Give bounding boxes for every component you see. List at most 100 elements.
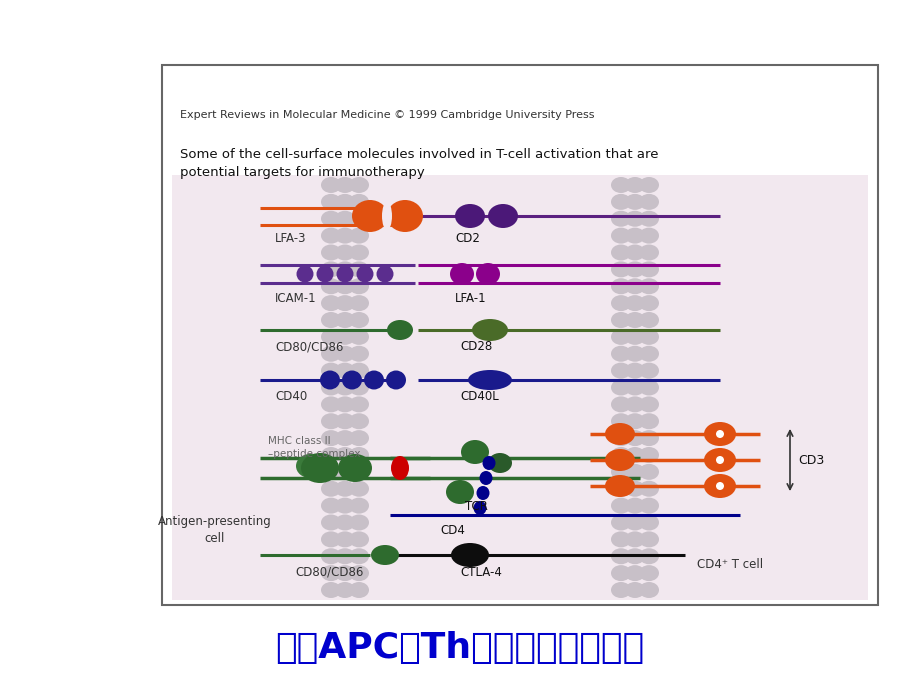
Ellipse shape [296,266,313,282]
Ellipse shape [348,497,369,513]
Text: CD40: CD40 [275,391,307,404]
Ellipse shape [639,194,658,210]
Ellipse shape [321,582,341,598]
Ellipse shape [610,515,630,531]
Ellipse shape [468,370,512,390]
Ellipse shape [610,363,630,379]
Ellipse shape [321,396,341,413]
Ellipse shape [348,531,369,547]
Ellipse shape [639,177,658,193]
Ellipse shape [449,263,473,285]
Text: 介导APC与Th间相互作用的分子: 介导APC与Th间相互作用的分子 [275,631,644,665]
Text: CD28: CD28 [460,340,492,353]
Ellipse shape [610,430,630,446]
Ellipse shape [348,447,369,463]
Ellipse shape [335,549,355,564]
Ellipse shape [624,380,644,395]
Ellipse shape [381,202,391,230]
Ellipse shape [639,447,658,463]
Ellipse shape [703,448,735,472]
Text: LFA-3: LFA-3 [275,232,306,244]
Ellipse shape [610,531,630,547]
Ellipse shape [624,413,644,429]
Ellipse shape [348,430,369,446]
Ellipse shape [624,531,644,547]
Ellipse shape [639,329,658,345]
Ellipse shape [321,380,341,395]
Ellipse shape [639,396,658,413]
Ellipse shape [335,312,355,328]
Ellipse shape [348,262,369,277]
Ellipse shape [639,413,658,429]
Ellipse shape [321,244,341,261]
Ellipse shape [321,549,341,564]
Ellipse shape [610,464,630,480]
Ellipse shape [610,177,630,193]
Ellipse shape [610,262,630,277]
Ellipse shape [335,413,355,429]
Ellipse shape [337,454,371,482]
Ellipse shape [624,262,644,277]
Ellipse shape [348,228,369,244]
Ellipse shape [703,422,735,446]
Ellipse shape [639,481,658,497]
Text: CD80/CD86: CD80/CD86 [295,566,363,578]
Ellipse shape [624,346,644,362]
Ellipse shape [321,565,341,581]
Ellipse shape [610,210,630,227]
Ellipse shape [348,278,369,294]
Ellipse shape [301,453,338,483]
Ellipse shape [342,371,361,389]
Ellipse shape [610,194,630,210]
Ellipse shape [475,263,499,285]
Ellipse shape [624,497,644,513]
Text: Some of the cell-surface molecules involved in T-cell activation that are
potent: Some of the cell-surface molecules invol… [180,148,658,179]
Ellipse shape [348,396,369,413]
Ellipse shape [321,295,341,311]
Ellipse shape [639,531,658,547]
Ellipse shape [624,244,644,261]
Ellipse shape [348,329,369,345]
Ellipse shape [610,228,630,244]
Ellipse shape [610,565,630,581]
Bar [162,65,877,605]
Text: ICAM-1: ICAM-1 [275,291,316,304]
Ellipse shape [624,515,644,531]
Ellipse shape [610,329,630,345]
Ellipse shape [639,582,658,598]
Ellipse shape [639,262,658,277]
Ellipse shape [624,481,644,497]
Text: CD80/CD86: CD80/CD86 [275,340,343,353]
Text: Antigen-presenting
cell: Antigen-presenting cell [158,515,272,545]
Ellipse shape [624,210,644,227]
Ellipse shape [455,204,484,228]
Ellipse shape [639,380,658,395]
Ellipse shape [335,262,355,277]
Ellipse shape [348,177,369,193]
Ellipse shape [321,464,341,480]
Ellipse shape [479,471,492,485]
Ellipse shape [364,371,383,389]
Ellipse shape [348,312,369,328]
Ellipse shape [335,278,355,294]
Ellipse shape [348,194,369,210]
Ellipse shape [348,244,369,261]
Ellipse shape [348,380,369,395]
Ellipse shape [335,210,355,227]
Ellipse shape [387,320,413,340]
Ellipse shape [321,329,341,345]
Ellipse shape [624,194,644,210]
Ellipse shape [639,363,658,379]
Ellipse shape [321,194,341,210]
Ellipse shape [624,329,644,345]
Ellipse shape [335,346,355,362]
Ellipse shape [624,565,644,581]
Ellipse shape [624,396,644,413]
Ellipse shape [610,278,630,294]
Ellipse shape [321,430,341,446]
Ellipse shape [348,464,369,480]
Ellipse shape [335,481,355,497]
Ellipse shape [624,278,644,294]
Ellipse shape [639,346,658,362]
Ellipse shape [639,312,658,328]
